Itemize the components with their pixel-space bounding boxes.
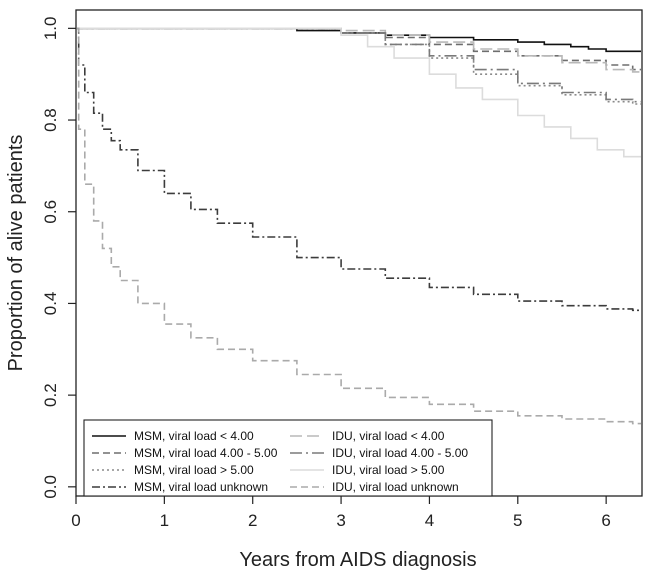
x-tick-label: 0 xyxy=(71,511,80,530)
y-tick-label: 0.4 xyxy=(41,292,60,316)
x-tick-label: 4 xyxy=(425,511,434,530)
y-tick-label: 1.0 xyxy=(41,17,60,41)
x-tick-label: 3 xyxy=(336,511,345,530)
x-tick-label: 5 xyxy=(513,511,522,530)
series-line xyxy=(77,27,641,158)
legend-label: IDU, viral load unknown xyxy=(332,480,459,494)
legend-label: IDU, viral load 4.00 - 5.00 xyxy=(332,446,468,460)
legend-label: IDU, viral load > 5.00 xyxy=(332,463,445,477)
series-line xyxy=(77,27,641,105)
series-line xyxy=(77,27,641,312)
legend-label: MSM, viral load 4.00 - 5.00 xyxy=(134,446,278,460)
y-tick-label: 0.8 xyxy=(41,108,60,132)
y-tick-label: 0.6 xyxy=(41,200,60,224)
y-axis-label: Proportion of alive patients xyxy=(5,135,27,372)
x-tick-label: 6 xyxy=(601,511,610,530)
x-axis-label: Years from AIDS diagnosis xyxy=(239,549,476,571)
legend-box xyxy=(83,419,493,497)
legend-label: IDU, viral load < 4.00 xyxy=(332,429,445,443)
series-line xyxy=(77,27,641,425)
y-tick-label: 0.0 xyxy=(41,475,60,499)
x-tick-label: 2 xyxy=(248,511,257,530)
legend-label: MSM, viral load unknown xyxy=(134,480,268,494)
y-tick-label: 0.2 xyxy=(41,383,60,407)
legend-label: MSM, viral load > 5.00 xyxy=(134,463,254,477)
legend-label: MSM, viral load < 4.00 xyxy=(134,429,254,443)
series-line xyxy=(77,27,641,53)
x-tick-label: 1 xyxy=(160,511,169,530)
